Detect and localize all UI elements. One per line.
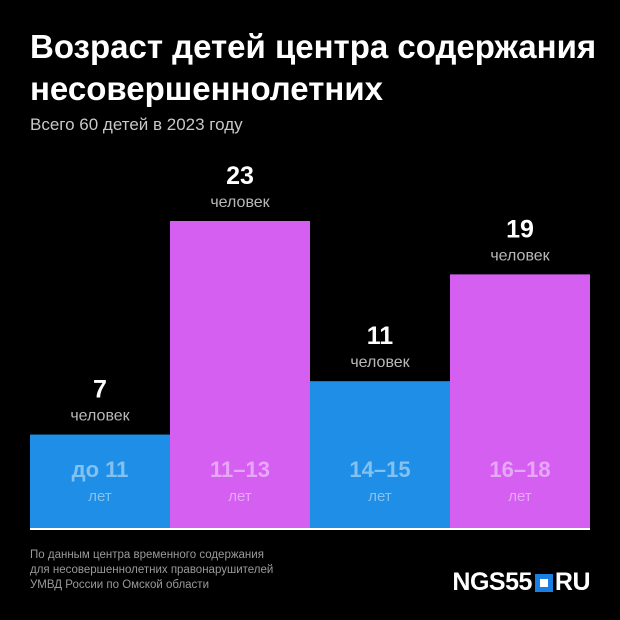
bar-value-label: 19 — [506, 215, 534, 243]
bar-value-unit: человек — [350, 354, 410, 371]
source-line: для несовершеннолетних правонарушителей — [30, 564, 274, 576]
chart-subtitle: Всего 60 детей в 2023 году — [30, 115, 243, 134]
bar-value-unit: человек — [490, 247, 550, 264]
logo-text-left: NGS55 — [452, 568, 532, 596]
source-line: По данным центра временного содержания — [30, 549, 264, 561]
category-tick-label: 16–18 — [489, 457, 550, 482]
ngs55-logo: NGS55 RU — [452, 568, 590, 597]
bar-value-label: 11 — [367, 322, 394, 350]
logo-square-icon — [534, 573, 553, 592]
bar-value-label: 7 — [93, 376, 107, 404]
category-tick-label: 14–15 — [349, 457, 410, 482]
category-unit-label: лет — [508, 488, 532, 505]
bar-value-unit: человек — [210, 194, 270, 211]
bar — [450, 274, 590, 528]
chart-title: Возраст детей центра содержания несоверш… — [30, 28, 597, 107]
source-note: По данным центра временного содержания д… — [30, 548, 360, 593]
logo-text-right: RU — [554, 568, 591, 596]
bar — [170, 221, 310, 528]
bar — [30, 434, 170, 528]
bar-value-unit: человек — [70, 408, 130, 425]
bar-value-label: 23 — [226, 162, 254, 190]
category-unit-label: лет — [228, 488, 252, 505]
source-line: УМВД России по Омской области — [30, 579, 209, 591]
category-unit-label: лет — [88, 488, 112, 505]
category-tick-label: 11–13 — [210, 457, 270, 482]
category-unit-label: лет — [368, 488, 392, 505]
category-tick-label: до 11 — [72, 457, 129, 482]
bar — [310, 381, 450, 528]
